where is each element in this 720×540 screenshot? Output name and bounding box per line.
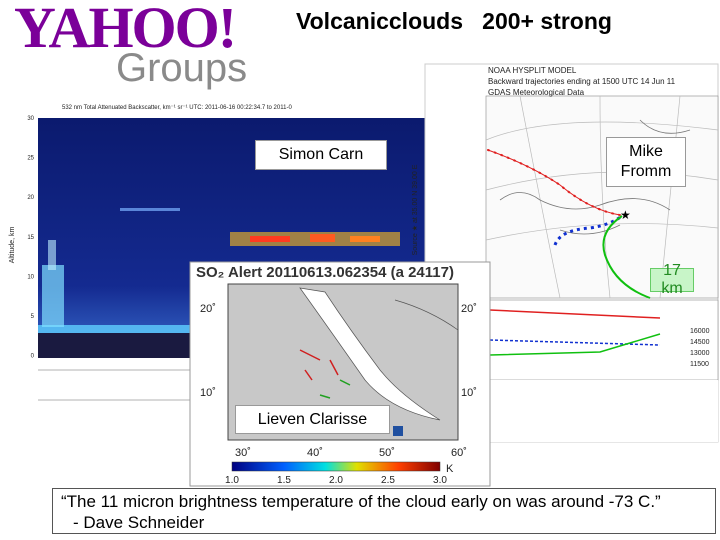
so2-pixels [319,379,351,399]
header-line: NOAA HYSPLIT MODEL [488,66,577,75]
quote-author: - Dave Schneider [73,513,205,532]
graticule [485,95,719,299]
colorbar-tick: 2.0 [329,475,343,486]
so2-title: SO₂ Alert 20110613.062354 (a 24117) [196,264,454,281]
y-tick-label: 25 [27,156,34,162]
lat-label: 10˚ [461,387,477,399]
height-green [489,333,661,356]
lon-label: 50˚ [379,447,395,459]
lat-label: 10˚ [200,387,216,399]
calipso-caption: 532 nm Total Attenuated Backscatter, km⁻… [62,105,292,111]
trajectory-green [602,215,651,299]
colorbar-tick: 1.5 [277,475,291,486]
hysplit-source: Source ★ at 35.00 N 39.00 E [411,164,419,255]
coastline [394,299,459,331]
height-label: 13000 [690,350,710,357]
colorbar-tick: 1.0 [225,475,239,486]
cloud-core [310,234,335,242]
colorbar-unit: K [446,463,454,475]
hysplit-heights: 16000 14500 13000 11500 [690,328,710,368]
credit-label: Simon Carn [255,140,387,170]
y-tick-label: 30 [27,116,34,122]
logo-mark [393,426,403,436]
calipso-axis-label: Altitude, km [9,227,16,264]
cloud-core [350,236,380,242]
red-sea [299,287,441,421]
plume-top [48,240,56,270]
height-plot [485,299,719,381]
height-red [489,309,661,319]
quote-text: “The 11 micron brightness temperature of… [61,492,661,511]
colorbar [231,461,441,472]
logo: YAHOO! [14,0,237,60]
y-tick-label: 15 [27,235,34,241]
height-note: 17 km [650,262,694,297]
coastline [499,119,691,235]
so2-labels: 20˚ 20˚ 10˚ 10˚ 30˚ 40˚ 50˚ 60˚ 1.0 1.5 2.0 2.5 3.0K [200,303,477,486]
slide-title: Volcanicclouds 200+ strong [296,8,612,34]
header-line: GDAS Meteorological Data [488,88,585,97]
quote-box: “The 11 micron brightness temperature of… [52,488,716,534]
colorbar-tick: 2.5 [381,475,395,486]
lon-label: 40˚ [307,447,323,459]
lat-label: 20˚ [200,303,216,315]
y-tick-label: 20 [27,195,34,201]
trajectory-red [487,149,621,216]
source-star: ★ [620,208,631,222]
so2-pixels [299,349,339,381]
colorbar-tick: 3.0 [433,475,447,486]
so2-image [189,261,491,487]
height-label: 11500 [690,361,709,368]
y-tick-label: 0 [31,354,35,360]
trajectory-blue [553,214,623,246]
hysplit-map [485,95,719,299]
credit-label: Lieven Clarisse [235,405,390,434]
calipso-ticks: 30 25 20 15 10 5 0 [27,116,34,360]
hysplit-header: NOAA HYSPLIT MODEL Backward trajectories … [488,66,676,97]
logo-subtitle: Groups [116,46,248,90]
lon-label: 60˚ [451,447,467,459]
credit-label: Mike Fromm [606,137,686,187]
thin-layer [120,208,180,211]
plume [42,265,64,327]
y-tick-label: 10 [27,274,34,280]
cloud-core [250,236,290,242]
height-label: 16000 [690,328,710,335]
lon-label: 30˚ [235,447,251,459]
lat-label: 20˚ [461,303,477,315]
height-label: 14500 [690,339,710,346]
y-tick-label: 5 [31,314,35,320]
header-line: Backward trajectories ending at 1500 UTC… [488,77,676,86]
height-blue [489,339,661,346]
